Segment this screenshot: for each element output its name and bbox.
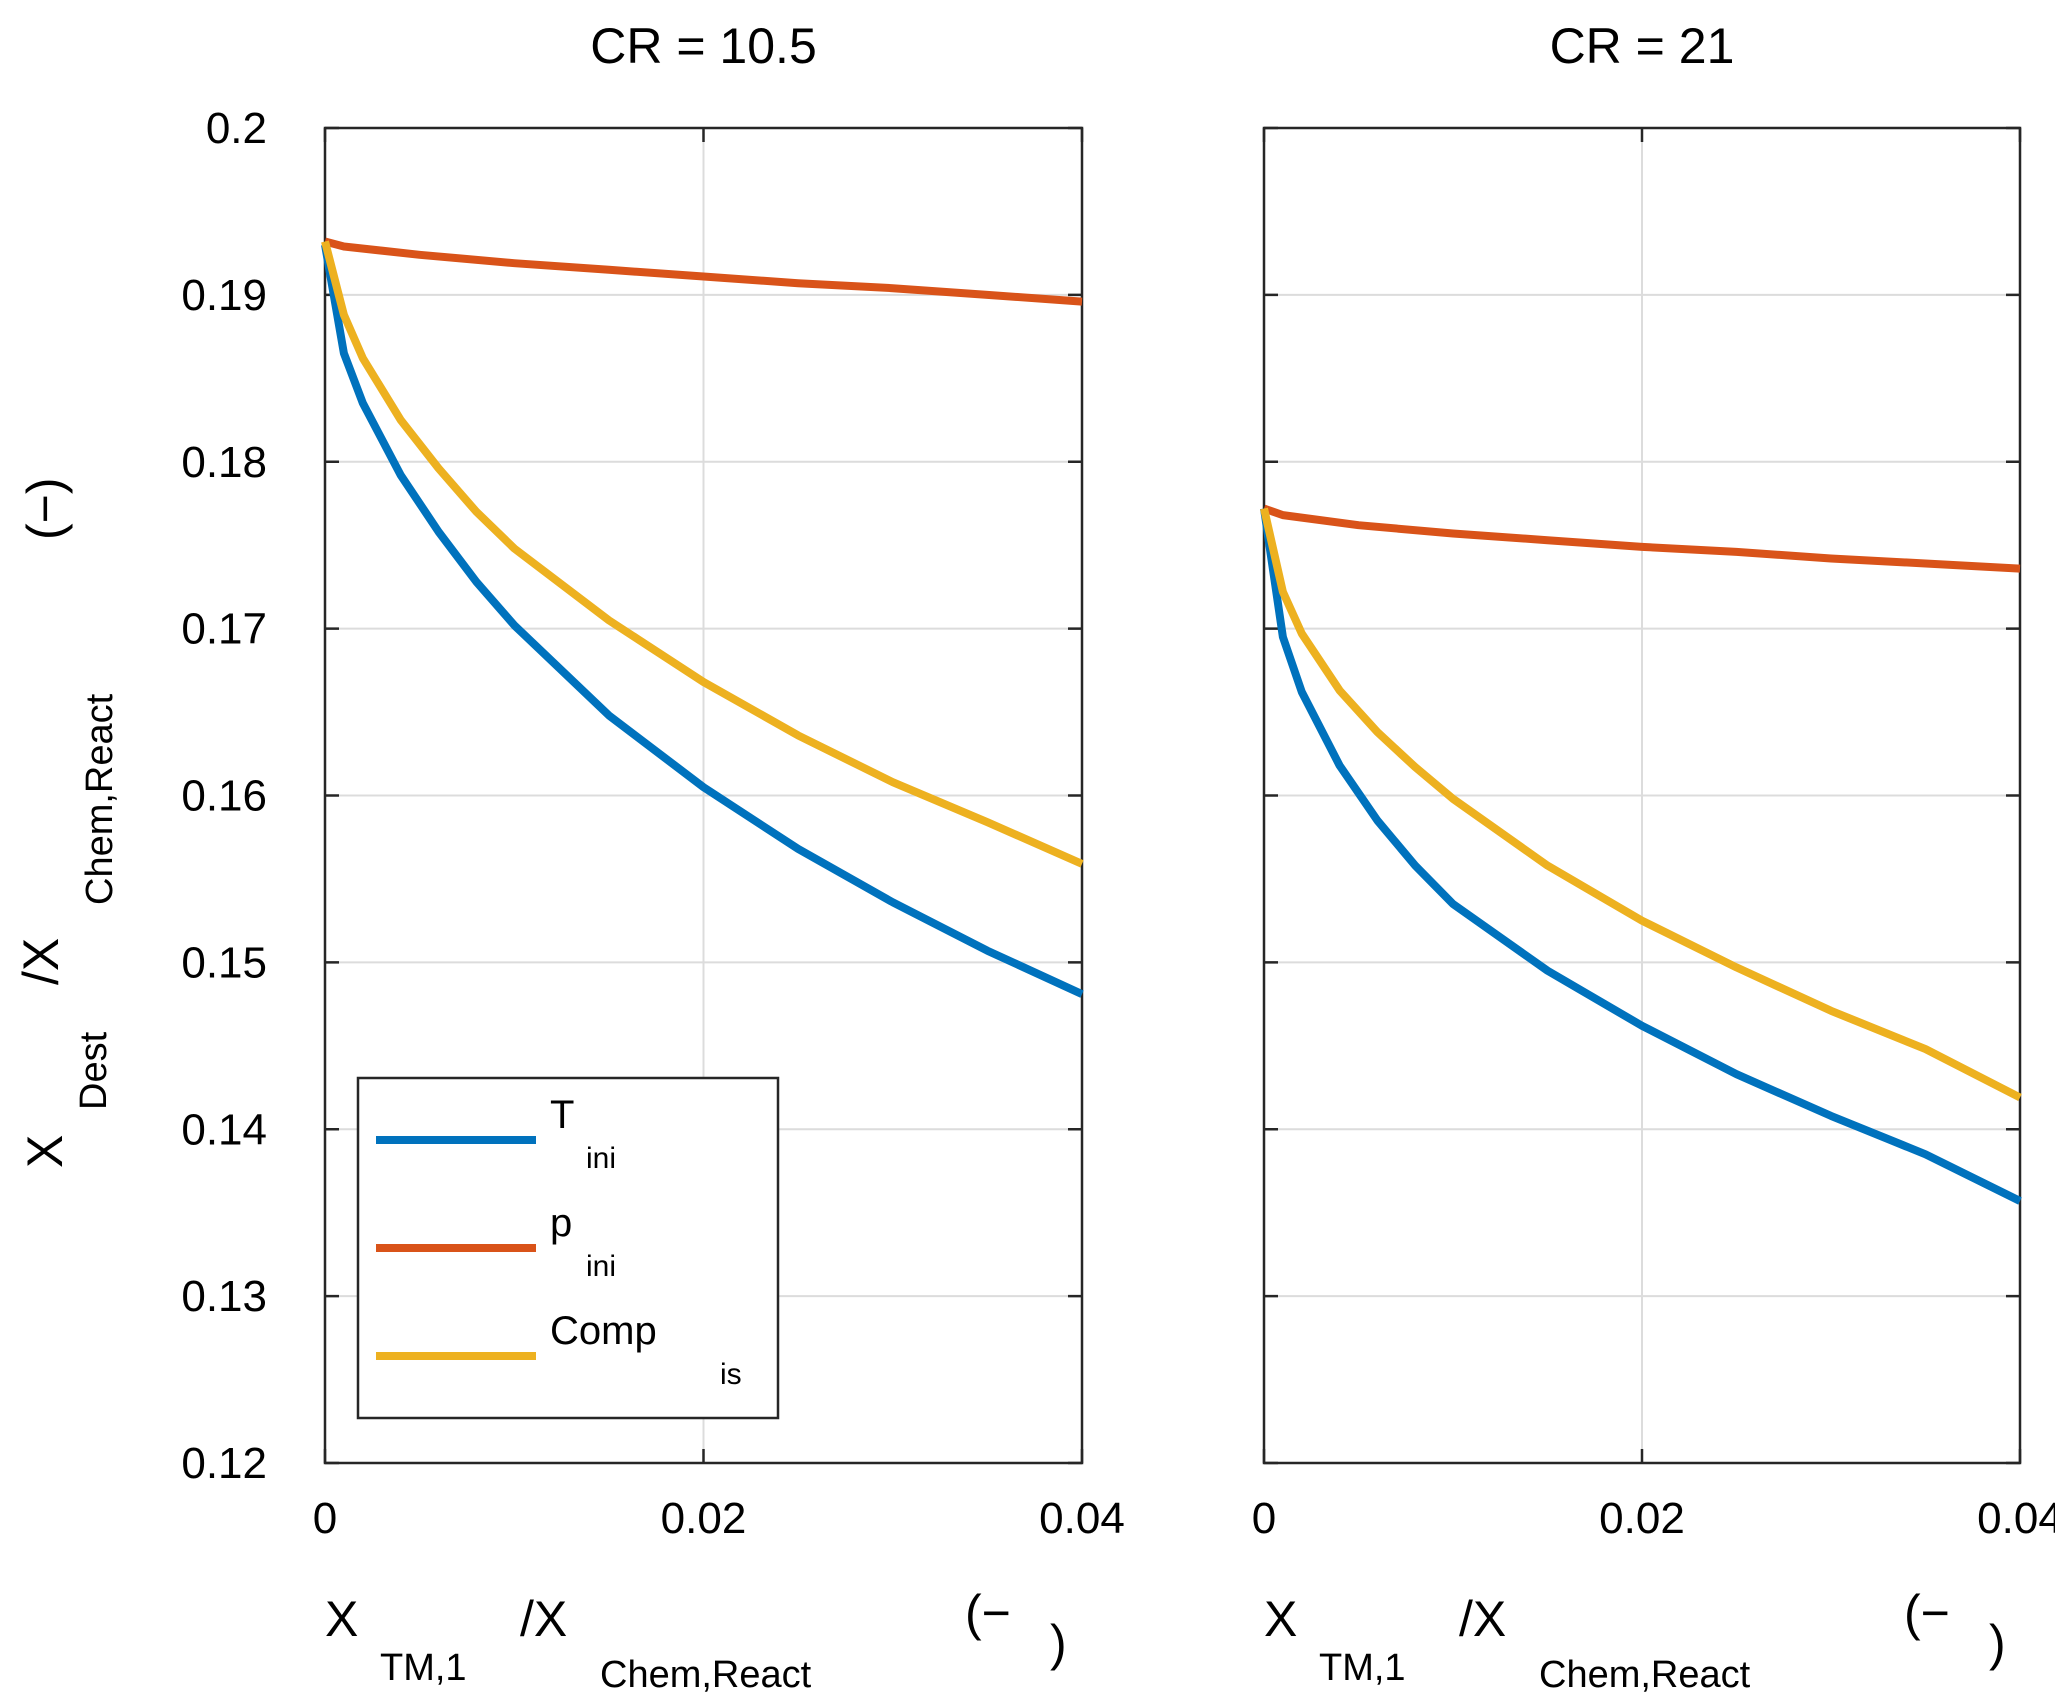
legend-label-3: Comp (550, 1309, 657, 1353)
x-tick-label: 0 (313, 1494, 337, 1543)
x-axis-label-mid: /X (1459, 1591, 1506, 1647)
y-tick-label: 0.13 (181, 1272, 267, 1321)
panel-title: CR = 21 (1550, 18, 1735, 74)
x-axis-unit-close: ) (1050, 1615, 1067, 1671)
y-tick-label: 0.17 (181, 605, 267, 654)
x-axis-label-sub: TM,1 (1319, 1647, 1406, 1689)
legend-sublabel-1: ini (586, 1142, 616, 1175)
x-axis-label-sub: TM,1 (380, 1647, 467, 1689)
y-axis-label-sub2: Chem,React (79, 693, 121, 905)
y-axis-label-mid: /X (13, 938, 69, 985)
legend-label-1: T (550, 1093, 574, 1137)
x-tick-label: 0 (1252, 1494, 1276, 1543)
y-axis-label-main: X (17, 1135, 73, 1168)
y-tick-label: 0.18 (181, 438, 267, 487)
series-line-3 (321, 240, 1084, 868)
panel-1: 0 0.02 0.04 0.12 0.13 0.14 0.15 0.16 0.17 0.18 0.1… (13, 18, 1125, 1696)
y-tick-label: 0.2 (206, 104, 267, 153)
x-axis-label-sub2: Chem,React (1539, 1654, 1751, 1696)
panel-2: 0 0.02 0.04 CR = 21 X TM,1/X Chem,React (−) (1252, 18, 2055, 1696)
x-axis-label-main: X (1264, 1591, 1297, 1647)
series-line-1 (321, 244, 1084, 998)
x-axis-unit-open: (− (965, 1585, 1011, 1641)
panel-title: CR = 10.5 (590, 18, 817, 74)
y-tick-label: 0.19 (181, 271, 267, 320)
legend-sublabel-3: is (720, 1358, 742, 1391)
y-tick-label: 0.15 (181, 938, 267, 987)
legend-sublabel-2: ini (586, 1250, 616, 1283)
y-tick-label: 0.14 (181, 1105, 267, 1154)
y-tick-label: 0.12 (181, 1439, 267, 1488)
y-tick-label: 0.16 (181, 772, 267, 821)
x-tick-label: 0.04 (1039, 1494, 1125, 1543)
legend-label-2: p (550, 1201, 572, 1245)
x-axis-unit-close: ) (1989, 1615, 2006, 1671)
series-line-1 (1260, 507, 2022, 1205)
series-line-3 (1260, 507, 2022, 1102)
x-axis-label-mid: /X (520, 1591, 567, 1647)
x-axis-label-main: X (325, 1591, 358, 1647)
x-tick-label: 0.02 (661, 1494, 747, 1543)
series-line-2 (1262, 504, 2021, 573)
x-tick-label: 0.04 (1977, 1494, 2055, 1543)
series-line-2 (323, 237, 1083, 306)
y-axis-unit: (−) (17, 478, 73, 541)
x-tick-label: 0.02 (1599, 1494, 1685, 1543)
y-axis-label-sub: Dest (73, 1031, 115, 1110)
x-axis-label-sub2: Chem,React (600, 1654, 812, 1696)
x-axis-unit-open: (− (1904, 1585, 1950, 1641)
